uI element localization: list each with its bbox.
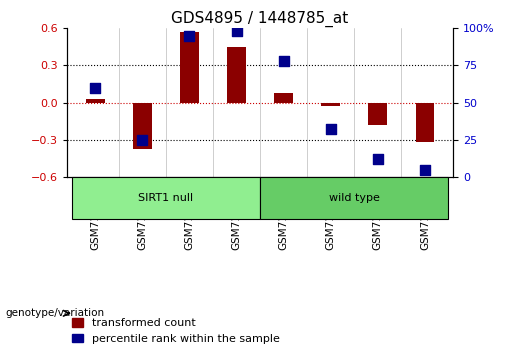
- Point: [138, 137, 146, 143]
- Bar: [227, 47, 246, 103]
- Text: SIRT1 null: SIRT1 null: [139, 193, 194, 203]
- Point: [232, 28, 241, 34]
- Text: wild type: wild type: [329, 193, 380, 203]
- Title: GDS4895 / 1448785_at: GDS4895 / 1448785_at: [171, 11, 349, 27]
- Bar: [180, 32, 199, 103]
- Point: [185, 33, 194, 39]
- Text: genotype/variation: genotype/variation: [5, 308, 104, 318]
- Point: [91, 85, 99, 91]
- Point: [280, 58, 288, 64]
- Point: [374, 156, 382, 162]
- Bar: [416, 103, 434, 142]
- Point: [327, 127, 335, 132]
- Point: [421, 167, 429, 172]
- Bar: [368, 103, 387, 125]
- Legend: transformed count, percentile rank within the sample: transformed count, percentile rank withi…: [67, 314, 284, 348]
- Bar: [133, 103, 152, 149]
- FancyBboxPatch shape: [260, 177, 449, 219]
- FancyBboxPatch shape: [72, 177, 260, 219]
- Bar: [86, 99, 105, 103]
- Bar: [274, 93, 293, 103]
- Bar: [321, 103, 340, 106]
